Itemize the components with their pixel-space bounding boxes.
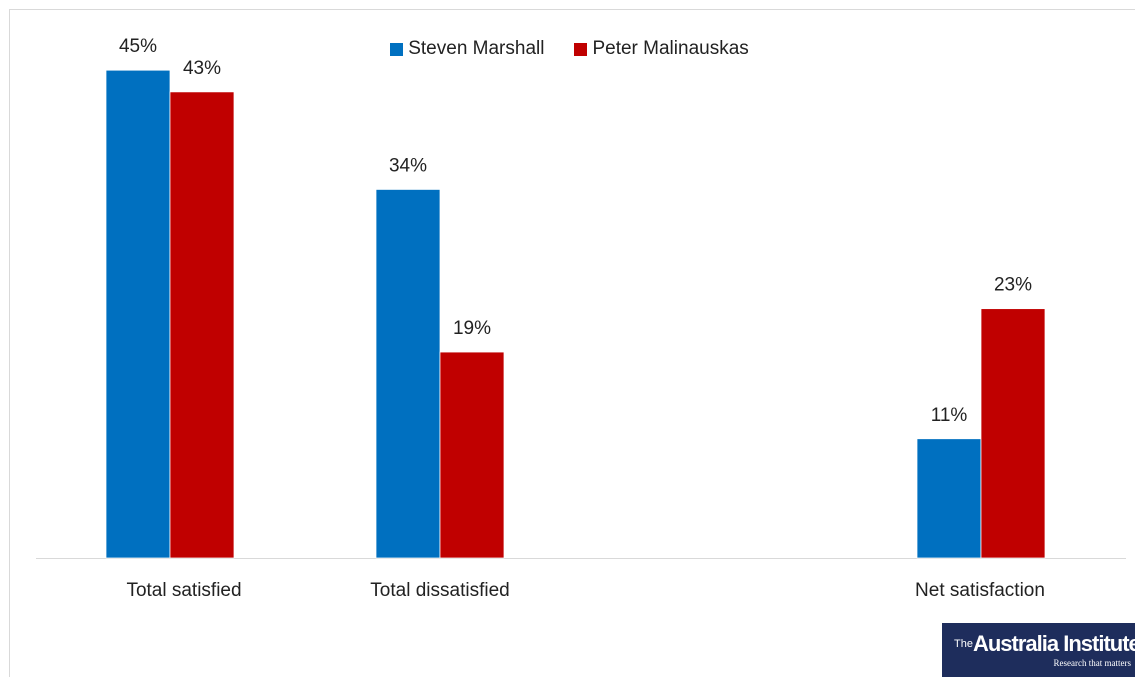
legend-swatch-peter-malinauskas bbox=[574, 42, 588, 56]
category-label-2: Total dissatisfied bbox=[370, 580, 509, 601]
chart-frame bbox=[9, 9, 1135, 677]
logo-wordmark: TheAustralia Institute bbox=[954, 632, 1135, 656]
legend-item-peter-malinauskas: Peter Malinauskas bbox=[574, 38, 749, 60]
legend-label-peter-malinauskas: Peter Malinauskas bbox=[592, 38, 749, 59]
legend-label-steven-marshall: Steven Marshall bbox=[408, 38, 545, 59]
australia-institute-logo: TheAustralia Institute Research that mat… bbox=[942, 623, 1135, 677]
logo-tagline: Research that matters bbox=[1053, 658, 1131, 668]
legend: Steven Marshall Peter Malinauskas bbox=[0, 38, 1135, 60]
category-label-1: Total satisfied bbox=[126, 580, 241, 601]
bar-peter-malinauskas-1 bbox=[169, 91, 235, 559]
data-label-steven-marshall-2: 34% bbox=[389, 155, 427, 176]
category-label-3: Net satisfaction bbox=[915, 580, 1045, 601]
bar-peter-malinauskas-3 bbox=[980, 308, 1046, 559]
data-label-peter-malinauskas-1: 43% bbox=[183, 58, 221, 79]
data-label-steven-marshall-1: 45% bbox=[119, 36, 157, 57]
logo-the: The bbox=[954, 638, 973, 650]
legend-swatch-steven-marshall bbox=[390, 42, 404, 56]
bar-peter-malinauskas-2 bbox=[439, 351, 505, 559]
bar-steven-marshall-3 bbox=[916, 438, 982, 559]
bar-steven-marshall-1 bbox=[105, 69, 171, 559]
bar-steven-marshall-2 bbox=[375, 189, 441, 559]
legend-item-steven-marshall: Steven Marshall bbox=[390, 38, 544, 60]
data-label-steven-marshall-3: 11% bbox=[931, 405, 968, 426]
data-label-peter-malinauskas-3: 23% bbox=[994, 275, 1032, 296]
data-label-peter-malinauskas-2: 19% bbox=[453, 318, 491, 339]
logo-name: Australia Institute bbox=[972, 631, 1135, 656]
